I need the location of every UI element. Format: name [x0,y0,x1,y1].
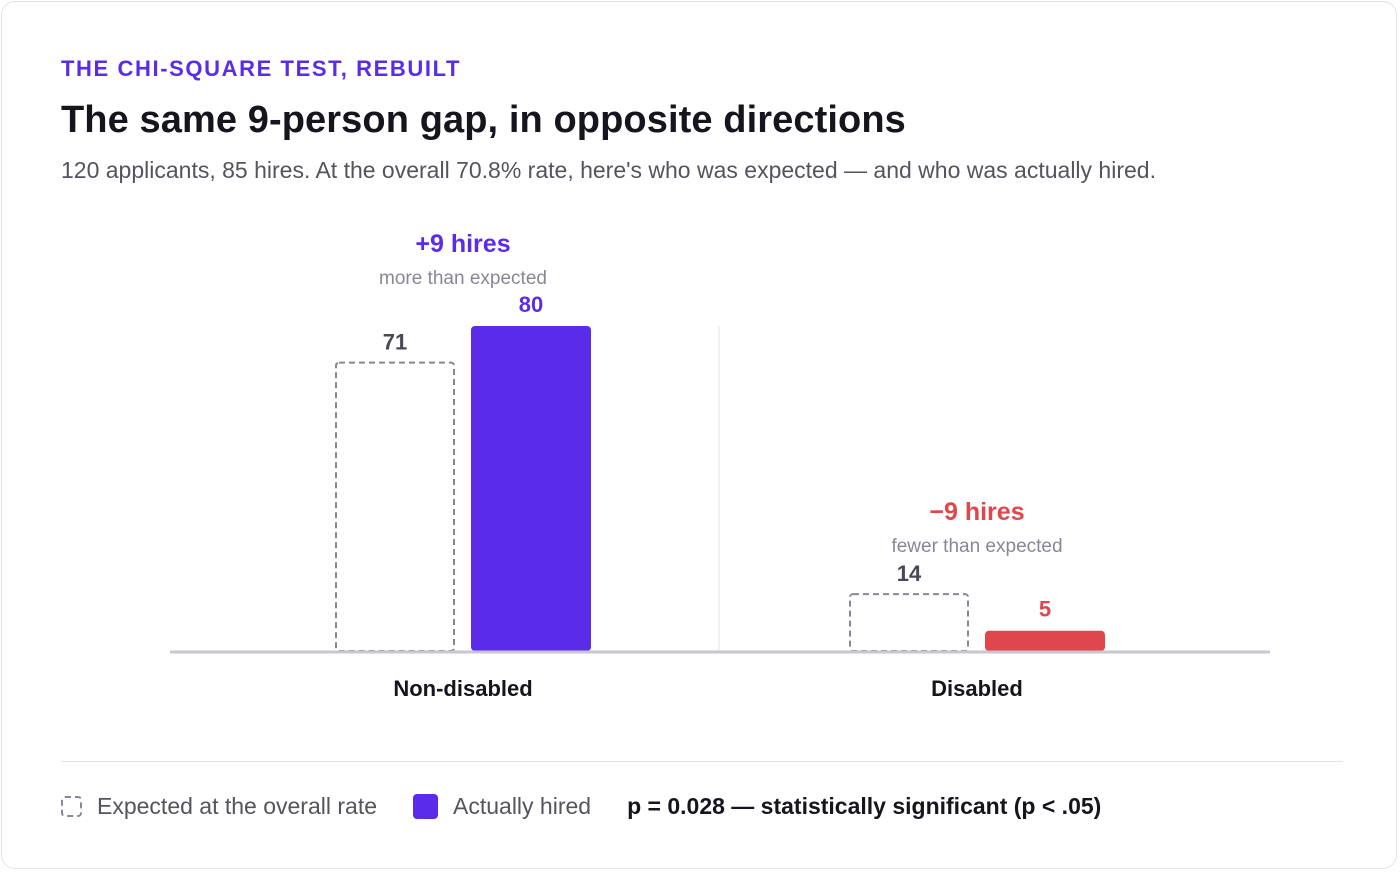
legend-actual-label: Actually hired [453,792,592,819]
legend-item-actual: Actually hired [413,793,591,820]
actual-value-label-disabled: 5 [1039,597,1051,622]
chart-subtitle: 120 applicants, 85 hires. At the overall… [61,157,1156,183]
actual-bar-disabled [985,630,1105,651]
legend: Expected at the overall rate Actually hi… [61,790,1101,822]
gap-note-non-disabled: more than expected [379,268,547,289]
category-label-non-disabled: Non-disabled [393,676,532,701]
chart-title: The same 9-person gap, in opposite direc… [61,99,906,141]
expected-swatch-icon [61,795,82,817]
significance-note: p = 0.028 — statistically significant (p… [627,792,1102,819]
expected-bar-non-disabled [335,361,455,652]
eyebrow-label: THE CHI-SQUARE TEST, REBUILT [61,56,462,81]
expected-value-label-disabled: 14 [897,561,922,586]
actual-bar-non-disabled [471,326,591,651]
gap-note-disabled: fewer than expected [891,536,1062,557]
expected-bar-disabled [849,593,969,652]
gap-headline-disabled: −9 hires [929,498,1024,526]
bar-chart: 71 80 +9 hires more than expected Non-disabl… [170,230,1270,701]
gap-headline-non-disabled: +9 hires [415,230,510,258]
legend-expected-label: Expected at the overall rate [97,792,377,819]
category-label-disabled: Disabled [931,676,1023,701]
actual-value-label-non-disabled: 80 [519,292,543,317]
legend-divider [61,761,1343,762]
actual-swatch-icon [413,793,438,819]
expected-value-label-non-disabled: 71 [383,330,407,355]
legend-item-expected: Expected at the overall rate [61,793,377,820]
